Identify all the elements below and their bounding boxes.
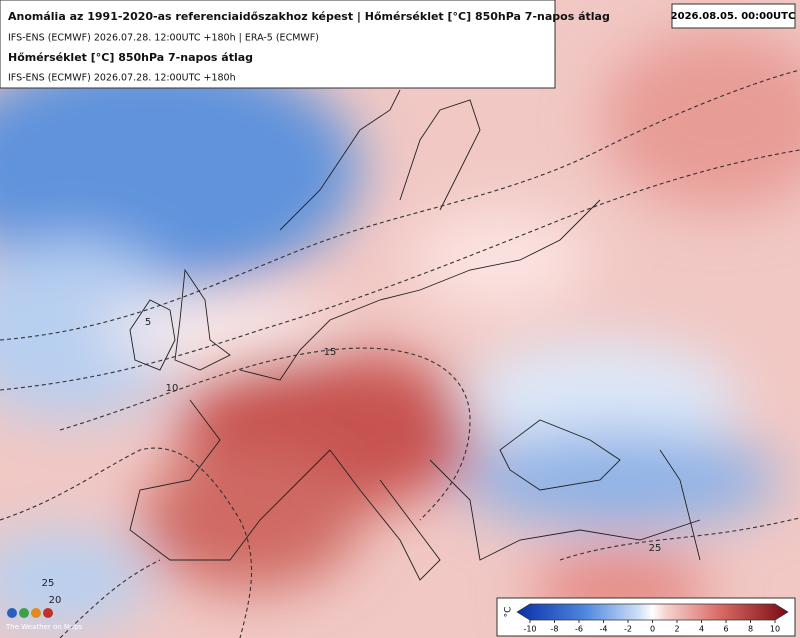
colorbar-tick-label: -2 xyxy=(624,625,632,634)
contour-label: 5 xyxy=(145,317,151,328)
contour-label: 25 xyxy=(649,543,662,554)
logo: The Weather on Maps xyxy=(5,608,83,631)
coastlines xyxy=(129,89,701,581)
logo-text: The Weather on Maps xyxy=(5,623,83,631)
colorbar-tick-label: 4 xyxy=(699,625,704,634)
colorbar-tick-label: 0 xyxy=(650,625,655,634)
contours xyxy=(0,69,800,638)
contour-label: 10 xyxy=(166,383,179,394)
valid-time: 2026.08.05. 00:00UTC xyxy=(671,11,796,22)
colorbar-tick-label: 6 xyxy=(723,625,728,634)
colorbar-tick-label: 8 xyxy=(748,625,753,634)
colorbar-unit: °C xyxy=(504,607,514,618)
contour-label: 25 xyxy=(42,578,55,589)
contour-label: 20 xyxy=(49,595,62,606)
overlay-title: Hőmérséklet [°C] 850hPa 7-napos átlag xyxy=(8,51,253,64)
colorbar-tick-label: 10 xyxy=(770,625,780,634)
colorbar-tick-label: -10 xyxy=(523,625,536,634)
contour-label: 15 xyxy=(324,347,337,358)
subtitle: IFS-ENS (ECMWF) 2026.07.28. 12:00UTC +18… xyxy=(8,33,319,44)
colorbar-tick-label: -8 xyxy=(551,625,559,634)
time-box xyxy=(671,3,796,29)
anomaly-field xyxy=(0,30,800,630)
colorbar xyxy=(516,603,789,621)
header-box xyxy=(0,0,556,89)
colorbar-tick-label: 2 xyxy=(674,625,679,634)
title: Anomália az 1991-2020-as referenciaidősz… xyxy=(8,10,610,23)
colorbar-tick-label: -6 xyxy=(575,625,583,634)
overlay-subtitle: IFS-ENS (ECMWF) 2026.07.28. 12:00UTC +18… xyxy=(8,73,236,84)
colorbar-tick-label: -4 xyxy=(600,625,608,634)
